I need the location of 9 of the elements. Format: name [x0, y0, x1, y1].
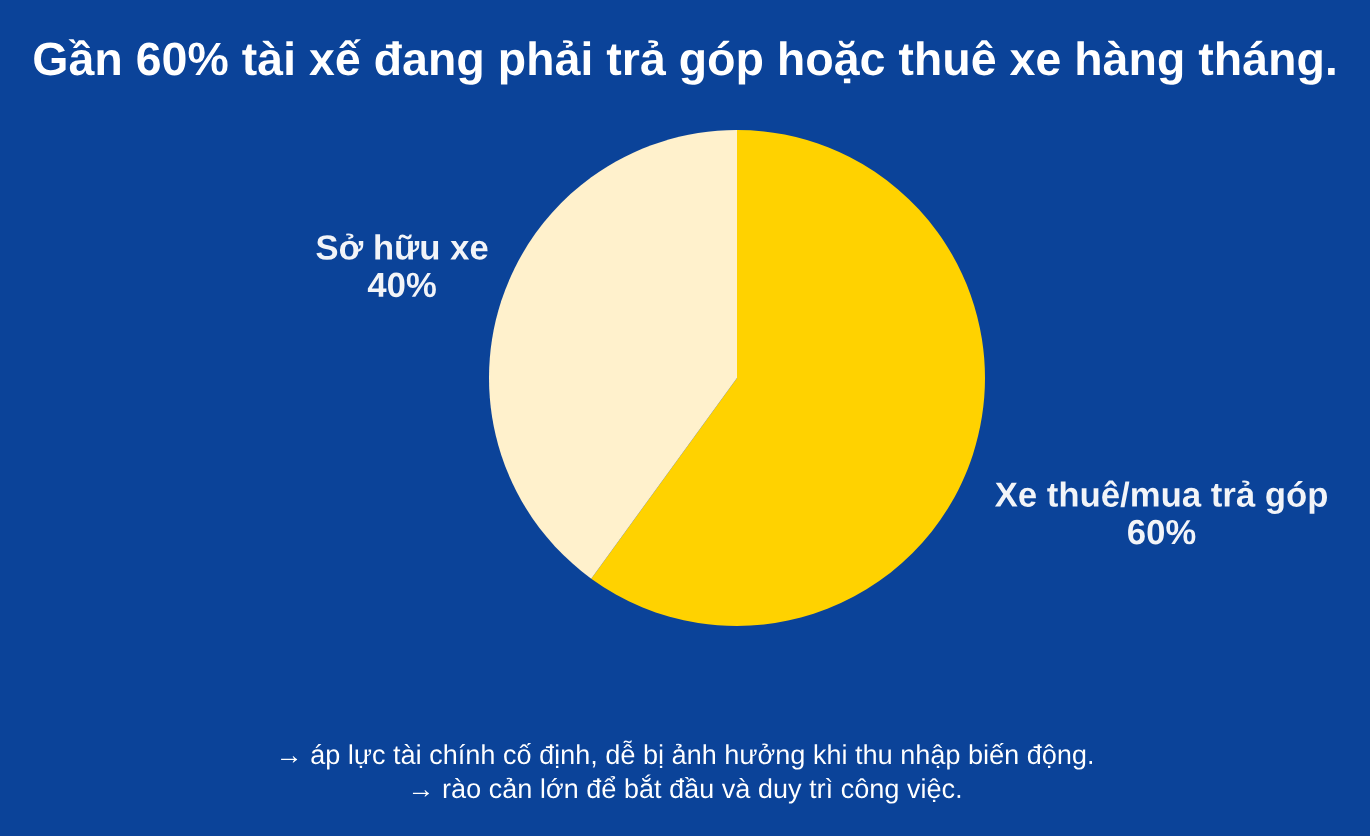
- text: → áp lực tài chính cố định, dễ bị ảnh hưởng khi thu nhập biến động.: [281, 740, 1093, 770]
- chart-title: Gần 60% tài xế đang phải trả góp hoặc thuê xe hàng tháng.: [34, 39, 1335, 85]
- pie-slice: [591, 130, 985, 626]
- text: → rào cản lớn để bắt đầu và duy trì công việc.: [412, 774, 961, 804]
- data-label: 40%: [367, 272, 436, 298]
- pie-slice: [489, 130, 737, 579]
- slice-label: Sở hữu xe: [316, 233, 488, 260]
- data-label: 60%: [1128, 519, 1196, 545]
- slice-label: Xe thuê/mua trả góp: [994, 480, 1328, 514]
